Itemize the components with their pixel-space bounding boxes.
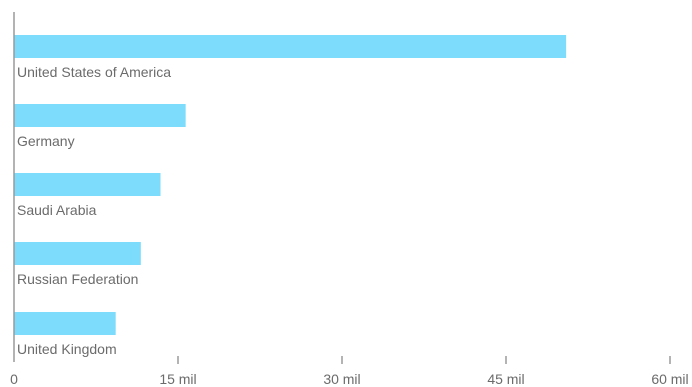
x-tick-label: 15 mil xyxy=(159,371,196,387)
bar-category-label: Saudi Arabia xyxy=(17,202,97,218)
x-tick-label: 45 mil xyxy=(487,371,524,387)
bar-category-label: United States of America xyxy=(17,64,171,80)
x-tick-label: 0 xyxy=(10,371,18,387)
x-tick-label: 60 mil xyxy=(651,371,688,387)
bar xyxy=(14,173,161,196)
bar-category-label: Russian Federation xyxy=(17,271,138,287)
bar xyxy=(14,35,567,58)
bar-category-label: Germany xyxy=(17,133,75,149)
bar xyxy=(14,242,141,265)
bar xyxy=(14,312,116,335)
x-tick-label: 30 mil xyxy=(323,371,360,387)
bar-category-label: United Kingdom xyxy=(17,341,117,357)
bar xyxy=(14,104,186,127)
